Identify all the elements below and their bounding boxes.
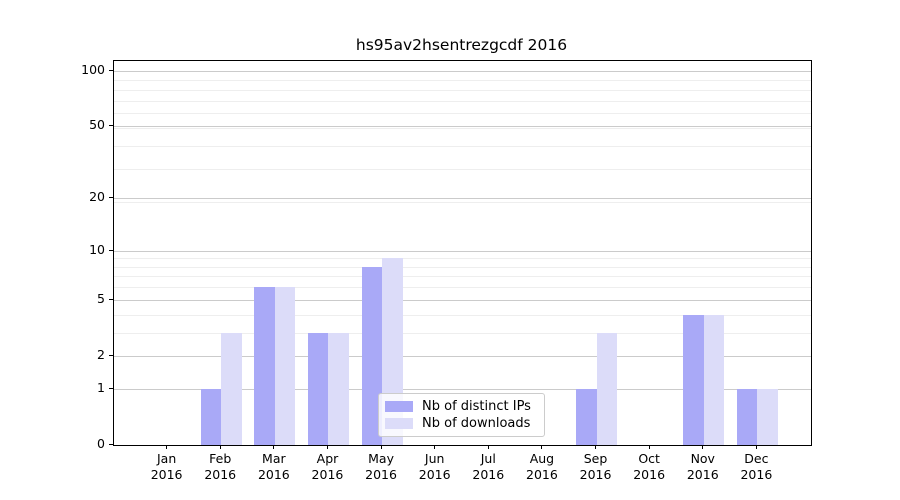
minor-gridline — [114, 266, 811, 268]
minor-gridline — [114, 80, 811, 82]
x-tick-label: Dec 2016 — [740, 451, 773, 482]
y-tick-mark — [109, 298, 113, 300]
minor-gridline — [114, 202, 811, 204]
y-tick-label: 20 — [89, 189, 105, 205]
minor-gridline — [114, 276, 811, 278]
x-tick-label: Sep 2016 — [579, 451, 612, 482]
bar-distinct-ips — [683, 314, 704, 445]
y-tick-label: 100 — [81, 61, 105, 77]
major-gridline — [114, 388, 811, 390]
bar-distinct-ips — [307, 332, 329, 445]
bar-distinct-ips — [361, 266, 383, 445]
x-tick-mark — [219, 445, 221, 449]
y-tick-mark — [109, 249, 113, 251]
x-tick-label: Jul 2016 — [472, 451, 505, 482]
y-tick-mark — [109, 444, 113, 445]
x-tick-label: Nov 2016 — [686, 451, 719, 482]
legend-label-distinct-ips: Nb of distinct IPs — [422, 399, 531, 414]
minor-gridline — [114, 127, 811, 129]
bar-distinct-ips — [736, 388, 758, 445]
bar-downloads — [328, 332, 349, 445]
x-tick-mark — [755, 445, 757, 449]
y-tick-mark — [109, 197, 113, 199]
bar-downloads — [596, 332, 618, 445]
major-gridline — [114, 250, 811, 252]
x-tick-label: Jun 2016 — [418, 451, 451, 482]
x-tick-mark — [326, 445, 328, 449]
x-tick-mark — [487, 445, 489, 449]
minor-gridline — [114, 146, 811, 148]
x-tick-mark — [166, 445, 168, 449]
x-tick-label: Feb 2016 — [204, 451, 237, 482]
bar-downloads — [221, 332, 242, 445]
bar-distinct-ips — [200, 388, 222, 445]
y-tick-label: 10 — [89, 241, 105, 257]
major-gridline — [114, 70, 811, 72]
bar-distinct-ips — [254, 287, 275, 445]
x-tick-label: May 2016 — [365, 451, 397, 482]
major-gridline — [114, 198, 811, 200]
x-tick-mark — [273, 445, 275, 449]
legend-item-distinct-ips: Nb of distinct IPs — [385, 399, 536, 414]
chart-title: hs95av2hsentrezgcdf 2016 — [355, 36, 568, 54]
legend-swatch-downloads — [385, 418, 413, 429]
bar-distinct-ips — [576, 388, 597, 445]
x-tick-label: Oct 2016 — [633, 451, 666, 482]
minor-gridline — [114, 287, 811, 289]
legend-label-downloads: Nb of downloads — [422, 416, 531, 431]
x-tick-label: Aug 2016 — [526, 451, 558, 482]
minor-gridline — [114, 332, 811, 334]
minor-gridline — [114, 89, 811, 91]
y-tick-label: 5 — [97, 290, 105, 306]
y-tick-label: 2 — [97, 346, 105, 362]
y-tick-mark — [109, 125, 113, 127]
bar-downloads — [703, 314, 725, 445]
major-gridline — [114, 355, 811, 357]
legend-item-downloads: Nb of downloads — [385, 416, 536, 431]
x-tick-mark — [380, 445, 382, 449]
bar-downloads — [274, 287, 296, 445]
x-tick-mark — [595, 445, 597, 449]
y-tick-label: 1 — [97, 379, 105, 395]
x-tick-mark — [702, 445, 704, 449]
major-gridline — [114, 299, 811, 301]
major-gridline — [114, 126, 811, 128]
x-tick-label: Jan 2016 — [150, 451, 183, 482]
plot-area — [113, 60, 812, 446]
minor-gridline — [114, 100, 811, 102]
legend-swatch-distinct-ips — [385, 401, 413, 412]
minor-gridline — [114, 113, 811, 115]
y-tick-label: 0 — [97, 436, 105, 451]
x-tick-mark — [434, 445, 436, 449]
bar-downloads — [757, 388, 778, 445]
y-tick-mark — [109, 69, 113, 71]
minor-gridline — [114, 169, 811, 171]
legend: Nb of distinct IPs Nb of downloads — [378, 393, 545, 437]
y-tick-mark — [109, 354, 113, 356]
x-tick-mark — [648, 445, 650, 449]
minor-gridline — [114, 314, 811, 316]
y-tick-mark — [109, 387, 113, 389]
y-tick-label: 50 — [89, 117, 105, 133]
x-tick-mark — [541, 445, 543, 449]
x-tick-label: Apr 2016 — [311, 451, 344, 482]
x-tick-label: Mar 2016 — [257, 451, 290, 482]
minor-gridline — [114, 258, 811, 260]
